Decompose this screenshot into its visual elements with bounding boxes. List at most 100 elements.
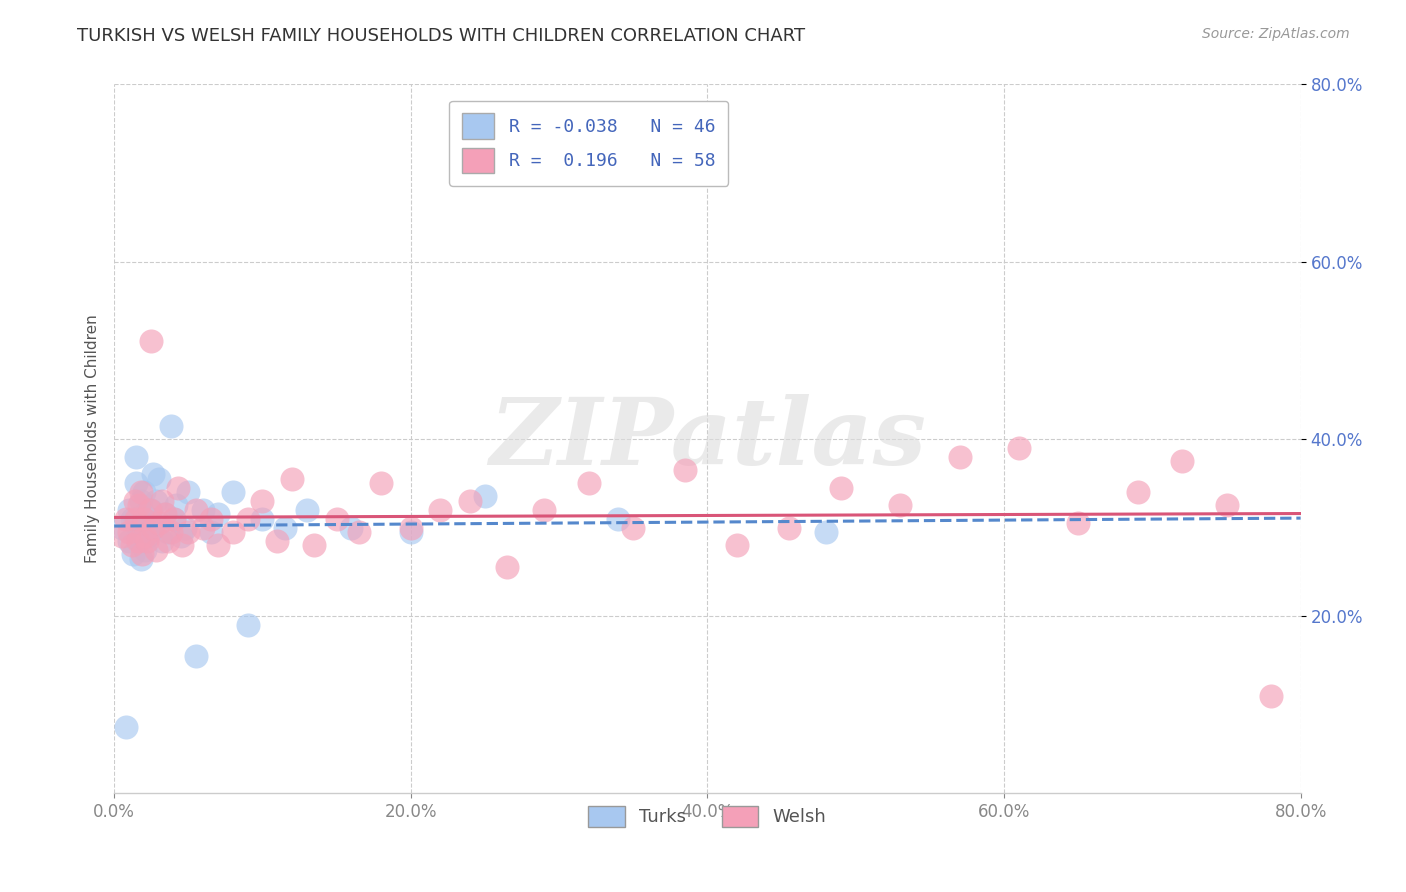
Point	[607, 511, 630, 525]
Point	[115, 511, 138, 525]
Point	[778, 520, 800, 534]
Point	[347, 524, 370, 539]
Point	[142, 520, 165, 534]
Point	[474, 490, 496, 504]
Point	[118, 503, 141, 517]
Text: Source: ZipAtlas.com: Source: ZipAtlas.com	[1202, 27, 1350, 41]
Point	[134, 529, 156, 543]
Point	[145, 542, 167, 557]
Point	[1008, 441, 1031, 455]
Point	[153, 507, 176, 521]
Point	[177, 524, 200, 539]
Point	[1260, 689, 1282, 703]
Point	[325, 511, 347, 525]
Point	[148, 516, 170, 530]
Point	[159, 524, 181, 539]
Point	[132, 485, 155, 500]
Point	[132, 507, 155, 521]
Point	[135, 516, 157, 530]
Point	[129, 494, 152, 508]
Point	[131, 547, 153, 561]
Point	[184, 503, 207, 517]
Point	[399, 524, 422, 539]
Point	[122, 547, 145, 561]
Point	[200, 511, 222, 525]
Point	[121, 538, 143, 552]
Point	[222, 524, 245, 539]
Point	[135, 533, 157, 548]
Point	[153, 507, 176, 521]
Point	[948, 450, 970, 464]
Point	[496, 560, 519, 574]
Point	[162, 511, 184, 525]
Point	[815, 524, 838, 539]
Point	[134, 542, 156, 557]
Text: ZIPatlas: ZIPatlas	[489, 394, 927, 483]
Point	[172, 538, 194, 552]
Point	[143, 520, 166, 534]
Point	[252, 494, 274, 508]
Point	[141, 334, 163, 349]
Point	[1126, 485, 1149, 500]
Point	[458, 494, 481, 508]
Point	[118, 533, 141, 548]
Point	[340, 520, 363, 534]
Text: TURKISH VS WELSH FAMILY HOUSEHOLDS WITH CHILDREN CORRELATION CHART: TURKISH VS WELSH FAMILY HOUSEHOLDS WITH …	[77, 27, 806, 45]
Point	[252, 511, 274, 525]
Point	[127, 533, 149, 548]
Point	[150, 533, 173, 548]
Point	[370, 476, 392, 491]
Point	[266, 533, 288, 548]
Point	[148, 472, 170, 486]
Point	[177, 485, 200, 500]
Point	[159, 418, 181, 433]
Point	[142, 467, 165, 482]
Point	[673, 463, 696, 477]
Point	[207, 538, 229, 552]
Point	[162, 511, 184, 525]
Point	[889, 499, 911, 513]
Point	[125, 450, 148, 464]
Point	[725, 538, 748, 552]
Point	[166, 499, 188, 513]
Point	[295, 503, 318, 517]
Point	[399, 520, 422, 534]
Point	[129, 551, 152, 566]
Point	[156, 524, 179, 539]
Point	[429, 503, 451, 517]
Point	[129, 485, 152, 500]
Point	[200, 524, 222, 539]
Point	[136, 529, 159, 543]
Point	[304, 538, 326, 552]
Point	[125, 476, 148, 491]
Point	[124, 494, 146, 508]
Point	[110, 529, 132, 543]
Point	[578, 476, 600, 491]
Point	[128, 533, 150, 548]
Point	[193, 520, 215, 534]
Point	[127, 520, 149, 534]
Point	[132, 511, 155, 525]
Point	[115, 720, 138, 734]
Point	[174, 520, 197, 534]
Point	[118, 524, 141, 539]
Point	[139, 503, 162, 517]
Point	[150, 494, 173, 508]
Y-axis label: Family Households with Children: Family Households with Children	[86, 315, 100, 563]
Point	[274, 520, 297, 534]
Point	[236, 618, 259, 632]
Point	[193, 503, 215, 517]
Point	[110, 520, 132, 534]
Point	[222, 485, 245, 500]
Point	[621, 520, 644, 534]
Point	[207, 507, 229, 521]
Point	[533, 503, 555, 517]
Point	[236, 511, 259, 525]
Point	[1171, 454, 1194, 468]
Point	[145, 494, 167, 508]
Point	[128, 499, 150, 513]
Point	[156, 533, 179, 548]
Point	[1067, 516, 1090, 530]
Point	[281, 472, 304, 486]
Point	[184, 648, 207, 663]
